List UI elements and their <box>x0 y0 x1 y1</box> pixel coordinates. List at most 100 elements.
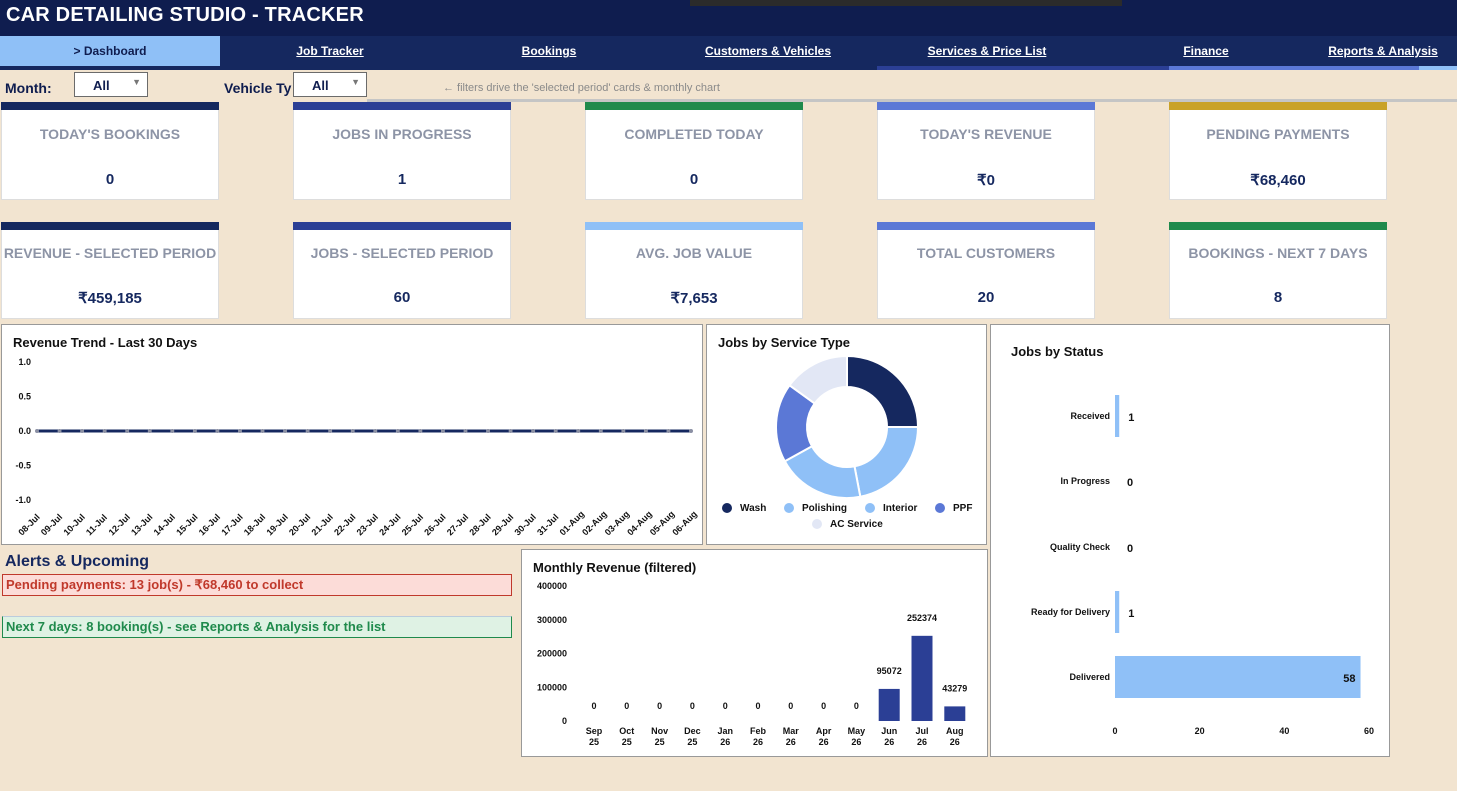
data-label: 0 <box>755 701 760 711</box>
kpi-value: ₹68,460 <box>1250 172 1306 189</box>
kpi-title: TODAY'S BOOKINGS <box>39 126 181 142</box>
x-tick-label: 10-Jul <box>61 512 86 537</box>
legend-label: Polishing <box>802 503 847 514</box>
kpi-accent-bar <box>877 102 1095 110</box>
donut-slice-interior <box>853 426 920 498</box>
x-tick-label: 16-Jul <box>197 512 222 537</box>
data-label: 252374 <box>907 613 937 623</box>
kpi-accent-bar <box>585 222 803 230</box>
tab-dashboard[interactable]: > Dashboard <box>0 36 220 66</box>
y-tick-label: -1.0 <box>15 495 31 505</box>
kpi-value: 0 <box>105 171 115 188</box>
data-point <box>418 429 423 433</box>
alert-upcoming-bookings: Next 7 days: 8 booking(s) - see Reports … <box>2 616 512 638</box>
data-point <box>192 429 197 433</box>
tab-finance[interactable]: Finance <box>1183 44 1229 58</box>
data-point <box>215 429 220 433</box>
kpi-card-bookings-next-7-days: BOOKINGS - NEXT 7 DAYS 8 <box>1169 222 1387 319</box>
kpi-value: 0 <box>689 171 699 188</box>
jobs-by-status-panel: Jobs by Status Received 1 In Progress 0 Qual… <box>990 324 1390 757</box>
x-tick-label: 21-Jul <box>310 512 335 537</box>
x-tick-label: 30-Jul <box>512 512 537 537</box>
data-point <box>80 429 85 433</box>
kpi-card-jobs-selected-period: JOBS - SELECTED PERIOD 60 <box>293 222 511 319</box>
x-tick-label: Nov <box>651 726 668 736</box>
x-tick-label: 60 <box>1364 726 1374 736</box>
data-label: 0 <box>788 701 793 711</box>
filter-divider <box>367 99 1457 102</box>
data-point <box>531 429 536 433</box>
tab-underline <box>1419 66 1457 70</box>
chart-title: Jobs by Status <box>1011 344 1104 359</box>
x-tick-label: 18-Jul <box>242 512 267 537</box>
chart-title: Revenue Trend - Last 30 Days <box>13 335 198 350</box>
x-tick-label: 25-Jul <box>400 512 425 537</box>
status-bar <box>1115 395 1120 437</box>
month-filter-select[interactable]: All ▼ <box>74 72 148 97</box>
kpi-card-completed-today: COMPLETED TODAY 0 <box>585 102 803 200</box>
legend-label: AC Service <box>830 519 883 530</box>
data-point <box>305 429 310 433</box>
x-tick-label: 25 <box>589 737 599 747</box>
data-label: 0 <box>854 701 859 711</box>
x-tick-label: 26 <box>720 737 730 747</box>
x-tick-label: Mar <box>783 726 800 736</box>
x-tick-label: 14-Jul <box>152 512 177 537</box>
data-point <box>237 429 242 433</box>
data-label: 0 <box>591 701 596 711</box>
data-point <box>283 429 288 433</box>
x-tick-label: 12-Jul <box>107 512 132 537</box>
x-tick-label: 26 <box>786 737 796 747</box>
x-tick-label: 15-Jul <box>174 512 199 537</box>
x-tick-label: May <box>848 726 866 736</box>
kpi-title: JOBS IN PROGRESS <box>332 126 472 142</box>
kpi-accent-bar <box>1 102 219 110</box>
legend-label: Interior <box>883 503 918 514</box>
y-tick-label: 300000 <box>537 615 567 625</box>
vehicle-filter-select[interactable]: All ▼ <box>293 72 367 97</box>
x-tick-label: 08-Jul <box>16 512 41 537</box>
tab-job-tracker[interactable]: Job Tracker <box>296 44 364 58</box>
filter-hint: ← filters drive the 'selected period' ca… <box>443 82 720 94</box>
data-point <box>170 429 175 433</box>
y-tick-label: 0 <box>562 716 567 726</box>
x-tick-label: 13-Jul <box>129 512 154 537</box>
x-tick-label: Oct <box>619 726 634 736</box>
legend-swatch <box>935 503 945 513</box>
kpi-card-todays-bookings: TODAY'S BOOKINGS 0 <box>1 102 219 200</box>
month-filter-value: All <box>93 78 110 93</box>
x-tick-label: 25 <box>687 737 697 747</box>
tab-customers-vehicles[interactable]: Customers & Vehicles <box>704 44 832 58</box>
tab-services-price-list[interactable]: Services & Price List <box>927 44 1047 58</box>
data-point <box>125 429 130 433</box>
data-point <box>598 429 603 433</box>
month-filter-label: Month: <box>5 80 52 96</box>
status-bar <box>1115 656 1361 698</box>
legend-swatch <box>722 503 732 513</box>
data-point <box>147 429 152 433</box>
chart-title: Monthly Revenue (filtered) <box>533 560 697 575</box>
x-tick-label: Feb <box>750 726 767 736</box>
y-category-label: Quality Check <box>1050 542 1111 552</box>
alerts-heading: Alerts & Upcoming <box>5 553 150 570</box>
x-tick-label: Apr <box>816 726 832 736</box>
kpi-accent-bar <box>293 222 511 230</box>
data-point <box>350 429 355 433</box>
data-label: 1 <box>1128 608 1134 620</box>
data-label: 0 <box>723 701 728 711</box>
nav-bar <box>0 36 1457 70</box>
x-tick-label: 24-Jul <box>377 512 402 537</box>
kpi-title: PENDING PAYMENTS <box>1206 126 1350 142</box>
tab-bookings[interactable]: Bookings <box>521 44 577 58</box>
status-bar <box>1115 591 1120 633</box>
tab-reports-analysis[interactable]: Reports & Analysis <box>1328 44 1438 58</box>
x-tick-label: 28-Jul <box>467 512 492 537</box>
x-tick-label: 22-Jul <box>332 512 357 537</box>
title-bar <box>0 0 1457 36</box>
tab-underline <box>877 66 1169 70</box>
kpi-title: TOTAL CUSTOMERS <box>916 245 1056 261</box>
revenue-trend-chart: 1.0 0.5 0.0 -0.5 -1.0 08-Jul09-Jul10-Jul11-Ju… <box>15 357 699 537</box>
x-tick-label: 25 <box>655 737 665 747</box>
x-tick-label: 20-Jul <box>287 512 312 537</box>
kpi-card-pending-payments: PENDING PAYMENTS ₹68,460 <box>1169 102 1387 200</box>
